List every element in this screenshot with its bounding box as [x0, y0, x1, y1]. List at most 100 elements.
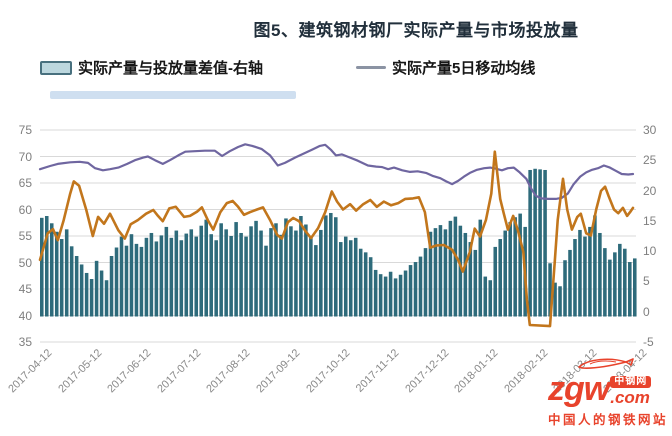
bar — [129, 234, 134, 317]
bar — [378, 274, 383, 317]
bar — [538, 169, 542, 317]
bar — [229, 236, 233, 317]
bar — [144, 237, 149, 317]
bar — [518, 213, 522, 317]
bar — [408, 265, 413, 317]
bar — [343, 236, 348, 317]
bar — [593, 215, 597, 317]
bar — [568, 249, 572, 317]
bar — [189, 229, 194, 317]
bar — [353, 237, 358, 317]
bar — [463, 232, 468, 317]
bar — [428, 231, 433, 317]
bar — [458, 225, 463, 317]
bar — [433, 228, 438, 317]
bar — [488, 280, 493, 317]
bar — [224, 229, 228, 317]
bar — [259, 230, 263, 317]
right-axis-tick: 30 — [643, 123, 657, 137]
bar — [388, 271, 393, 317]
bar — [324, 215, 328, 317]
left-axis-tick: 60 — [18, 202, 32, 217]
bar — [134, 243, 139, 317]
bar — [54, 231, 59, 317]
actual-output-line — [38, 150, 635, 328]
bar — [179, 240, 184, 317]
bar — [104, 280, 109, 317]
bar — [363, 252, 368, 317]
bar — [214, 240, 218, 317]
left-axis-tick: 40 — [18, 308, 32, 323]
bar — [628, 262, 632, 317]
bar — [139, 246, 144, 317]
bar — [149, 232, 154, 317]
bar — [603, 248, 607, 317]
bar — [528, 169, 532, 317]
bar — [398, 274, 403, 317]
bar — [483, 276, 488, 317]
bar — [164, 226, 169, 317]
watermark-badge: 中钢网 — [610, 376, 652, 388]
bar — [583, 236, 587, 317]
bar — [478, 219, 483, 317]
bar — [618, 243, 622, 317]
bar — [309, 236, 313, 317]
bar — [498, 239, 502, 317]
bar — [204, 219, 208, 317]
bar — [284, 218, 288, 317]
bar — [403, 270, 408, 317]
bar — [368, 257, 373, 317]
bar — [79, 264, 84, 317]
bar — [334, 217, 338, 317]
watermark-suffix: .com — [610, 388, 650, 407]
watermark-tagline: 中国人的钢铁网站 — [548, 413, 669, 427]
bar — [239, 232, 243, 317]
bar — [348, 240, 353, 317]
bar — [234, 222, 238, 317]
legend: 实际产量与投放量差值-右轴 实际产量5日移动均线 — [0, 57, 672, 79]
left-axis-tick: 65 — [18, 176, 32, 190]
bar — [533, 168, 537, 317]
left-axis-tick: 45 — [18, 282, 32, 296]
bar — [314, 245, 318, 317]
bar — [588, 226, 592, 317]
bar — [219, 223, 223, 317]
bar — [69, 246, 74, 317]
watermark-logo: zgw 中钢网 .com 中国人的钢铁网站 — [548, 356, 670, 428]
bar — [563, 260, 567, 317]
legend-label-ma: 实际产量5日移动均线 — [392, 60, 536, 77]
right-axis-tick: -5 — [643, 335, 654, 349]
highlight-strip — [50, 91, 296, 99]
left-axis-tick: 35 — [18, 335, 32, 349]
bar — [84, 272, 89, 317]
bar — [393, 278, 398, 317]
bar — [94, 260, 99, 317]
bar — [468, 242, 473, 317]
bar — [249, 226, 253, 317]
bar — [194, 236, 199, 317]
bar — [264, 245, 268, 317]
moving-average-line — [38, 143, 635, 200]
bar — [49, 223, 54, 317]
bar — [543, 169, 547, 317]
bar — [44, 216, 49, 317]
left-axis-tick: 75 — [18, 123, 32, 137]
bar — [413, 262, 418, 317]
bar — [448, 220, 453, 317]
bar — [548, 263, 552, 317]
fish-doodle-icon — [578, 358, 634, 369]
bar — [254, 220, 258, 317]
right-axis-tick: 25 — [643, 153, 657, 168]
bar — [513, 217, 517, 317]
left-axis-tick: 70 — [18, 149, 32, 164]
bar — [329, 212, 333, 317]
bar — [558, 286, 562, 317]
bar — [358, 248, 363, 317]
chart-title: 图5、建筑钢材钢厂实际产量与市场投放量 — [253, 21, 579, 40]
bar — [608, 259, 612, 317]
bar — [274, 223, 278, 317]
bar — [124, 245, 129, 317]
bar — [633, 258, 637, 317]
bar — [89, 279, 94, 317]
bar — [573, 239, 577, 317]
